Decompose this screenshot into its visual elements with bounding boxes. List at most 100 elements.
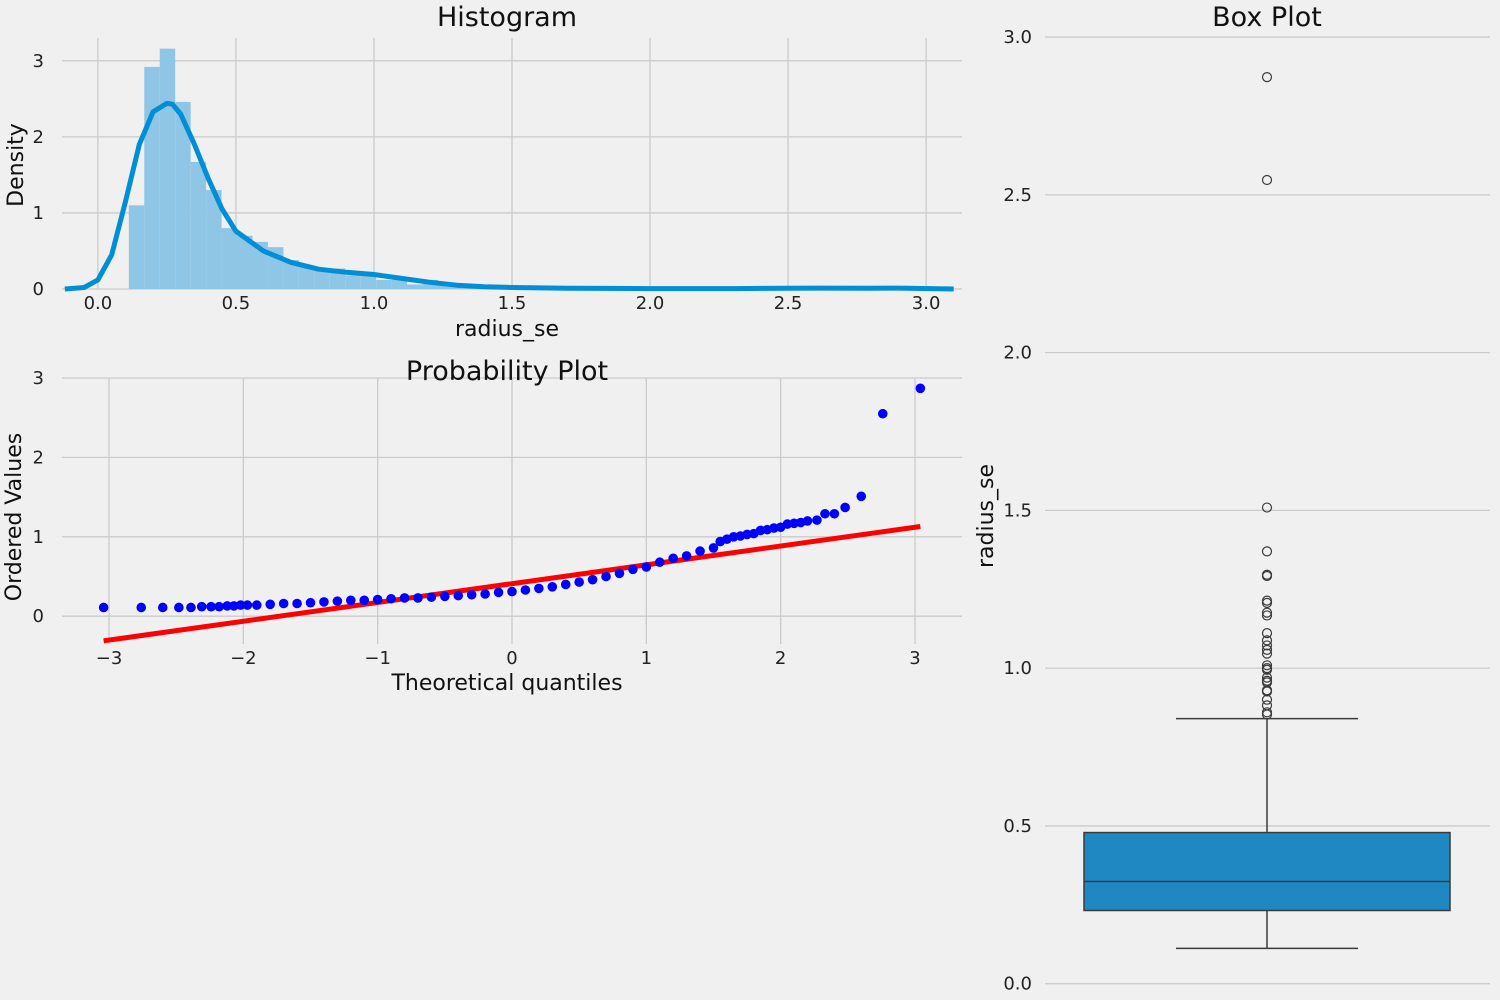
box-outlier: [1261, 72, 1273, 83]
probability-x-tick-label: −2: [230, 648, 257, 669]
probability-point: [359, 595, 370, 606]
probability-point: [292, 598, 302, 609]
histogram-panel: 0.0 0.5 1.0 1.5 2.0 2.5 3.0 0 1 2 3 Histogram rad…: [4, 2, 962, 342]
probability-point: [332, 596, 343, 606]
box-iqr: [1083, 831, 1451, 912]
box-outlier: [1261, 597, 1273, 608]
probability-point: [641, 562, 652, 572]
probability-plot-panel: −3 −2 −1 0 1 2 3 0 1 2 3 Probability Plot Theoret…: [2, 356, 962, 696]
histogram-x-tick-label: 1.5: [498, 293, 527, 314]
box-outlier: [1261, 709, 1273, 720]
probability-point: [654, 557, 665, 568]
probability-point: [466, 589, 477, 600]
histogram-x-tick-label: 0.0: [84, 293, 113, 314]
histogram-bar: [206, 190, 222, 289]
probability-point: [136, 602, 147, 613]
histogram-bar: [391, 279, 408, 289]
box-outlier: [1261, 546, 1273, 557]
probability-point: [413, 593, 423, 603]
probability-point: [372, 594, 383, 605]
probability-point: [186, 602, 196, 613]
probability-x-tick-label: 0: [506, 648, 517, 669]
histogram-bar: [283, 260, 299, 289]
probability-x-tick-label: −1: [364, 648, 391, 669]
probability-point: [98, 602, 109, 613]
box-outlier: [1261, 660, 1273, 671]
box-y-tick-label: 0.0: [1003, 974, 1032, 995]
probability-point: [399, 593, 410, 603]
histogram-bar: [314, 269, 330, 289]
probability-y-tick-label: 2: [33, 447, 44, 468]
probability-point: [242, 600, 253, 610]
probability-point: [681, 551, 692, 561]
probability-point: [426, 592, 437, 602]
probability-point: [305, 597, 316, 608]
histogram-ylabel: Density: [4, 123, 29, 207]
probability-point: [547, 582, 558, 592]
histogram-bar: [407, 284, 423, 289]
box-y-tick-label: 2.5: [1003, 185, 1032, 206]
probability-point: [222, 601, 233, 611]
histogram-bar: [221, 228, 238, 289]
probability-point: [493, 587, 504, 598]
probability-point: [820, 508, 830, 519]
probability-x-tick-label: 2: [775, 648, 786, 669]
probability-point: [695, 546, 705, 556]
kde-curve: [64, 100, 954, 292]
box-outlier: [1261, 174, 1273, 186]
probability-point: [196, 601, 207, 612]
box-plot-title: Box Plot: [1212, 2, 1322, 33]
probability-point: [574, 577, 584, 587]
box-y-tick-label: 0.5: [1003, 816, 1032, 837]
probability-point: [877, 408, 888, 419]
box-outlier: [1261, 595, 1273, 606]
probability-plot-ylabel: Ordered Values: [2, 433, 27, 601]
probability-point: [915, 383, 926, 394]
probability-point: [802, 516, 813, 526]
histogram-x-tick-label: 1.0: [360, 293, 389, 314]
histogram-xlabel: radius_se: [455, 317, 559, 342]
probability-y-tick-label: 0: [33, 606, 44, 627]
box-y-tick-label: 1.0: [1003, 658, 1032, 679]
box-y-tick-label: 2.0: [1003, 343, 1032, 364]
probability-point: [668, 553, 678, 564]
probability-point: [319, 597, 329, 607]
probability-point: [812, 515, 822, 525]
box-outlier: [1261, 569, 1273, 580]
probability-point: [346, 595, 356, 606]
probability-point: [614, 568, 625, 579]
probability-point: [206, 601, 216, 612]
box-outlier: [1261, 607, 1273, 618]
histogram-bar: [159, 48, 176, 289]
histogram-bar: [376, 279, 392, 289]
probability-x-tick-label: 3: [909, 648, 920, 669]
box-outlier: [1261, 640, 1273, 651]
histogram-x-tick-label: 2.0: [636, 293, 665, 314]
histogram-bar: [175, 101, 191, 290]
probability-y-tick-label: 1: [33, 527, 44, 548]
box-outlier: [1261, 707, 1273, 718]
probability-point: [560, 579, 571, 590]
probability-point: [174, 602, 184, 613]
box-outlier: [1261, 635, 1273, 646]
box-outlier: [1261, 700, 1273, 711]
probability-point: [587, 574, 598, 585]
box-outlier: [1261, 675, 1273, 686]
probability-x-tick-label: −3: [96, 648, 123, 669]
probability-point: [829, 508, 840, 519]
probability-point: [480, 589, 490, 599]
box-outlier: [1261, 663, 1273, 674]
histogram-x-tick-label: 0.5: [222, 293, 251, 314]
probability-point: [507, 586, 517, 597]
box-y-tick-label: 3.0: [1003, 27, 1032, 48]
box-plot-ylabel: radius_se: [974, 464, 999, 568]
box-plot-panel: 0.0 0.5 1.0 1.5 2.0 2.5 3.0 Box Plot radius_se: [974, 2, 1490, 995]
histogram-title: Histogram: [437, 2, 577, 33]
probability-point: [840, 502, 850, 513]
histogram-y-tick-label: 2: [33, 127, 44, 148]
histogram-bar: [438, 284, 454, 289]
probability-point: [214, 601, 224, 612]
probability-plot-title: Probability Plot: [406, 356, 608, 387]
histogram-y-tick-label: 0: [33, 279, 44, 300]
